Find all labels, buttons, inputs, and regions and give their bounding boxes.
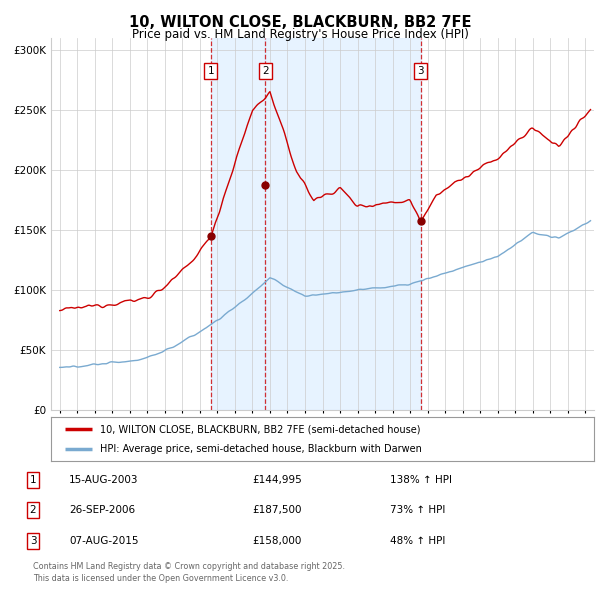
Text: £144,995: £144,995 bbox=[252, 475, 302, 484]
Text: Contains HM Land Registry data © Crown copyright and database right 2025.
This d: Contains HM Land Registry data © Crown c… bbox=[33, 562, 345, 583]
Text: 2: 2 bbox=[29, 506, 37, 515]
Text: 1: 1 bbox=[29, 475, 37, 484]
Text: 1: 1 bbox=[208, 65, 214, 76]
Text: 48% ↑ HPI: 48% ↑ HPI bbox=[390, 536, 445, 546]
Text: 07-AUG-2015: 07-AUG-2015 bbox=[69, 536, 139, 546]
Bar bbox=[265, 38, 421, 410]
Text: HPI: Average price, semi-detached house, Blackburn with Darwen: HPI: Average price, semi-detached house,… bbox=[100, 444, 422, 454]
Text: 3: 3 bbox=[417, 65, 424, 76]
Text: Price paid vs. HM Land Registry's House Price Index (HPI): Price paid vs. HM Land Registry's House … bbox=[131, 28, 469, 41]
Text: 138% ↑ HPI: 138% ↑ HPI bbox=[390, 475, 452, 484]
Text: £187,500: £187,500 bbox=[252, 506, 302, 515]
Bar bbox=[211, 38, 265, 410]
Text: 10, WILTON CLOSE, BLACKBURN, BB2 7FE (semi-detached house): 10, WILTON CLOSE, BLACKBURN, BB2 7FE (se… bbox=[100, 424, 421, 434]
Text: 3: 3 bbox=[29, 536, 37, 546]
Text: 10, WILTON CLOSE, BLACKBURN, BB2 7FE: 10, WILTON CLOSE, BLACKBURN, BB2 7FE bbox=[129, 15, 471, 30]
Text: 26-SEP-2006: 26-SEP-2006 bbox=[69, 506, 135, 515]
Text: £158,000: £158,000 bbox=[252, 536, 301, 546]
Text: 15-AUG-2003: 15-AUG-2003 bbox=[69, 475, 139, 484]
Text: 73% ↑ HPI: 73% ↑ HPI bbox=[390, 506, 445, 515]
Text: 2: 2 bbox=[262, 65, 269, 76]
